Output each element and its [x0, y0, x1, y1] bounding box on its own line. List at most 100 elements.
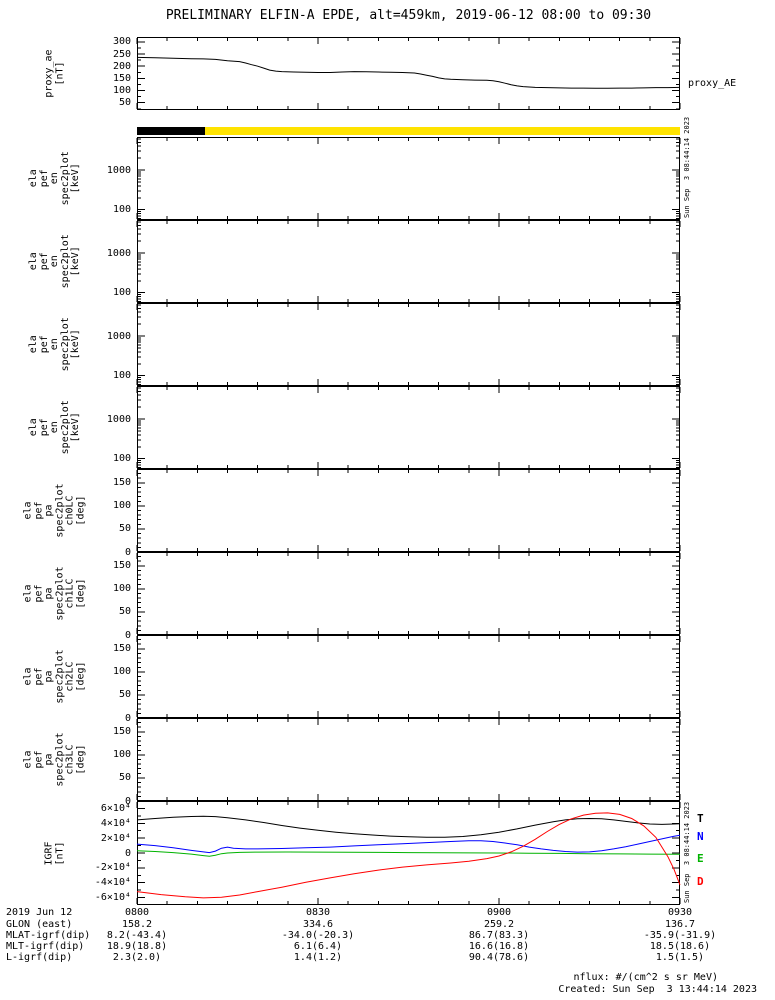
energy-spectrogram-3-svg: [136, 303, 681, 386]
x-tick-label: 0930: [667, 907, 693, 918]
pitch-angle-ch2lc-svg: [136, 635, 681, 719]
y-tick-label: 150: [112, 72, 131, 84]
y-tick-label: 300: [112, 36, 131, 48]
y-tick-label: 100: [112, 287, 131, 299]
x-tick-label: 0830: [305, 907, 331, 918]
panel-energy-spectrogram-4: [136, 386, 681, 469]
y-tick-label: 50: [118, 772, 131, 784]
y-tick-label: 1000: [106, 164, 131, 176]
panel-pitch-angle-ch1lc: [136, 552, 681, 636]
pitch-angle-ch1lc-svg: [136, 552, 681, 636]
y-tick-label: 100: [112, 749, 131, 761]
y-tick-label: 50: [118, 606, 131, 618]
y-tick-label: 0: [124, 712, 131, 724]
y-tick-label: 150: [112, 477, 131, 489]
plot-title: PRELIMINARY ELFIN-A EPDE, alt=459km, 201…: [165, 8, 652, 23]
y-tick-label: 100: [112, 453, 131, 465]
y-tick-label: 100: [112, 85, 131, 97]
var-row-value: 1.5(1.5): [655, 952, 705, 963]
var-row-value: 2.3(2.0): [112, 952, 162, 963]
var-row-value: 8.2(-43.4): [106, 930, 168, 941]
proxy-ae-series-label: proxy_AE: [688, 78, 737, 89]
y-axis-label-text: ela pef en spec2plot [keV]: [27, 317, 81, 372]
igrf-legend-T: T: [697, 811, 704, 825]
var-row-value: 1.4(1.2): [293, 952, 343, 963]
panel-energy-spectrogram-3: [136, 303, 681, 386]
y-tick-label: 1000: [106, 330, 131, 342]
var-row-label: GLON (east): [6, 919, 73, 930]
var-row-label: MLT-igrf(dip): [6, 941, 85, 952]
energy-spectrogram-2-svg: [136, 220, 681, 303]
survey-mode-bar: [137, 127, 680, 135]
igrf-legend-N: N: [697, 830, 704, 844]
plot-frame: [137, 386, 680, 469]
plot-frame: [137, 137, 680, 220]
timestamp-watermark-bottom: Sun Sep 3 08:44:14 2023: [683, 801, 691, 903]
survey-mode-bar-black-segment: [137, 127, 205, 135]
var-row-value: -34.0(-20.3): [281, 930, 355, 941]
plot-frame: [137, 303, 680, 386]
y-tick-label: 0: [124, 795, 131, 807]
y-tick-label: 250: [112, 48, 131, 60]
y-tick-label: 50: [118, 97, 131, 109]
var-row-value: 334.6: [302, 919, 334, 930]
plot-frame: [137, 37, 680, 110]
igrf-legend-E: E: [697, 852, 704, 866]
igrf-plot-svg: [136, 801, 681, 905]
y-axis-label-text: ela pef en spec2plot [keV]: [27, 234, 81, 289]
y-tick-label: 50: [118, 689, 131, 701]
y-tick-label: 2×10⁴: [100, 832, 131, 844]
y-tick-label: 0: [124, 847, 131, 859]
var-row-value: -35.9(-31.9): [643, 930, 717, 941]
var-row-value: 18.9(18.8): [106, 941, 168, 952]
series-T-line: [136, 815, 681, 838]
y-tick-label: 1000: [106, 247, 131, 259]
created-timestamp: Created: Sun Sep 3 13:44:14 2023: [558, 984, 757, 995]
x-tick-label: 0900: [486, 907, 512, 918]
energy-spectrogram-1-svg: [136, 137, 681, 220]
y-tick-label: 150: [112, 643, 131, 655]
y-tick-label: -6×10⁴: [94, 892, 131, 904]
y-tick-label: 100: [112, 500, 131, 512]
var-row-value: 158.2: [121, 919, 153, 930]
series-E-line: [136, 850, 681, 857]
series-N-line: [136, 834, 681, 854]
y-tick-label: -4×10⁴: [94, 877, 131, 889]
y-tick-label: -2×10⁴: [94, 862, 131, 874]
var-row-value: 18.5(18.6): [649, 941, 711, 952]
pitch-angle-ch3lc-svg: [136, 718, 681, 802]
plot-frame: [137, 718, 680, 801]
var-row-label: L-igrf(dip): [6, 952, 73, 963]
plot-frame: [137, 801, 680, 905]
y-tick-label: 200: [112, 60, 131, 72]
panel-pitch-angle-ch2lc: [136, 635, 681, 719]
y-tick-label: 6×10⁴: [100, 802, 131, 814]
energy-spectrogram-4-svg: [136, 386, 681, 469]
y-tick-label: 4×10⁴: [100, 817, 131, 829]
panel-energy-spectrogram-2: [136, 220, 681, 303]
var-row-value: 259.2: [483, 919, 515, 930]
y-tick-label: 150: [112, 560, 131, 572]
y-axis-label-text: ela pef en spec2plot [keV]: [27, 151, 81, 206]
y-tick-label: 100: [112, 583, 131, 595]
panel-pitch-angle-ch3lc: [136, 718, 681, 802]
timestamp-watermark-top: Sun Sep 3 08:44:14 2023: [683, 116, 691, 218]
date-label: 2019 Jun 12: [6, 907, 73, 918]
plot-frame: [137, 220, 680, 303]
x-tick-label: 0800: [124, 907, 150, 918]
series-D-line: [136, 812, 681, 899]
var-row-value: 16.6(16.8): [468, 941, 530, 952]
panel-proxy-ae: [136, 37, 681, 110]
var-row-value: 6.1(6.4): [293, 941, 343, 952]
var-row-value: 136.7: [664, 919, 696, 930]
y-tick-label: 0: [124, 546, 131, 558]
y-tick-label: 100: [112, 666, 131, 678]
igrf-legend-D: D: [697, 875, 704, 889]
panel-pitch-angle-ch0lc: [136, 469, 681, 553]
proxy-ae-plot-svg: [136, 37, 681, 110]
y-tick-label: 100: [112, 370, 131, 382]
pitch-angle-ch0lc-svg: [136, 469, 681, 553]
nflux-units-note: nflux: #/(cm^2 s sr MeV): [573, 972, 719, 983]
y-axis-label-text: ela pef en spec2plot [keV]: [27, 400, 81, 455]
